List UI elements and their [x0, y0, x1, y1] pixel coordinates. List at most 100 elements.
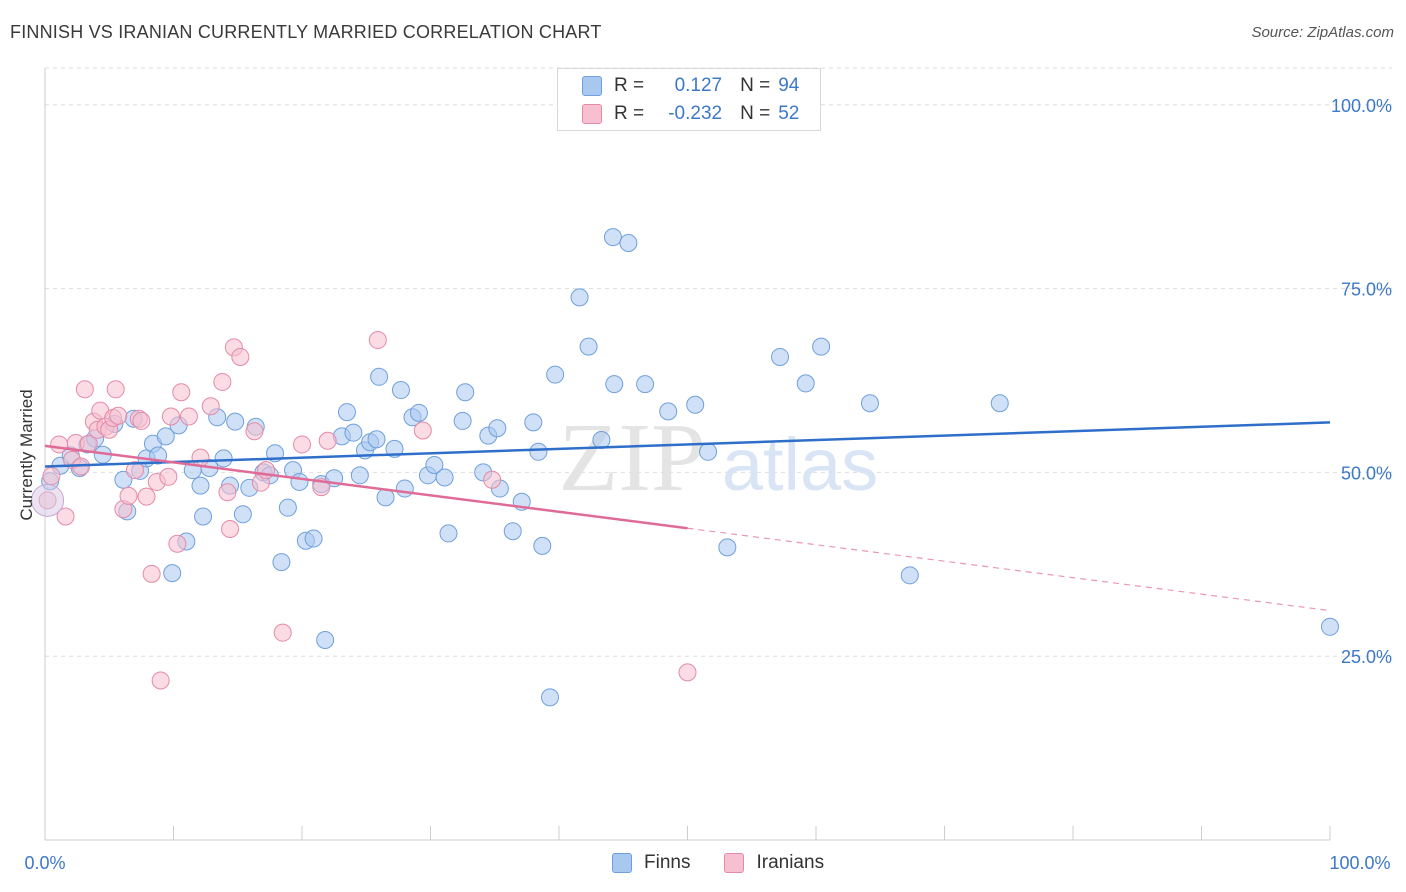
data-point [172, 383, 191, 402]
data-point [191, 448, 210, 467]
data-point [425, 456, 444, 475]
data-point [524, 413, 543, 432]
data-point [570, 288, 589, 307]
data-point [678, 663, 697, 682]
data-point [900, 566, 919, 585]
data-point [161, 407, 180, 426]
data-point [529, 442, 548, 461]
data-point [699, 442, 718, 461]
series-legend-finns: Finns [612, 852, 690, 874]
data-point [636, 375, 655, 394]
data-point [233, 505, 252, 524]
series-legend: Finns Iranians [612, 852, 858, 874]
data-point [391, 381, 410, 400]
chart-source: Source: ZipAtlas.com [1251, 24, 1394, 41]
data-point [56, 507, 75, 526]
data-point [659, 402, 678, 421]
data-point [619, 233, 638, 252]
data-point [213, 372, 232, 391]
legend-r-label: R = [614, 75, 645, 96]
data-point [75, 380, 94, 399]
data-point [686, 395, 705, 414]
legend-row-finns: R = 0.127 N = 94 [582, 74, 799, 98]
data-point [605, 375, 624, 394]
series-finns [41, 228, 1339, 707]
data-point [990, 394, 1009, 413]
y-axis-label: Currently Married [17, 389, 36, 521]
data-point [226, 412, 245, 431]
x-tick-label-min: 0.0% [24, 853, 65, 873]
series-label-iranians: Iranians [756, 852, 825, 873]
data-point [718, 538, 737, 557]
data-point [201, 397, 220, 416]
data-point [168, 534, 187, 553]
data-point [218, 483, 237, 502]
series-label-finns: Finns [644, 852, 691, 873]
data-point [163, 564, 182, 583]
trend-line-finns [44, 421, 1331, 468]
data-point [796, 374, 815, 393]
data-point [483, 470, 502, 489]
legend-swatch-iranians [582, 104, 602, 124]
data-point [316, 631, 335, 650]
axes [44, 68, 1331, 841]
series-legend-iranians: Iranians [724, 852, 824, 874]
data-point [344, 423, 363, 442]
data-point [156, 427, 175, 446]
data-point [159, 467, 178, 486]
data-points [31, 228, 1339, 707]
data-point [579, 337, 598, 356]
data-point [860, 394, 879, 413]
legend-n-value: 52 [778, 103, 800, 124]
trend-line-iranians [44, 444, 688, 530]
data-point [106, 380, 125, 399]
legend-r-value: -0.232 [668, 103, 723, 124]
x-tick-labels: 0.0% 100.0% [24, 853, 1390, 873]
data-point [1321, 617, 1339, 636]
data-point [367, 430, 386, 449]
y-tick-label: 75.0% [1341, 280, 1392, 300]
data-point [119, 486, 138, 505]
data-point [488, 419, 507, 438]
data-point [435, 468, 454, 487]
data-point [318, 431, 337, 450]
data-point [142, 564, 161, 583]
data-point [541, 688, 560, 707]
data-point [194, 507, 213, 526]
legend-swatch-finns [582, 76, 602, 96]
data-point [125, 461, 144, 480]
legend: R = 0.127 N = 94 R = -0.232 N = 52 [557, 68, 821, 131]
trend-lines [44, 421, 1331, 612]
data-point [533, 536, 552, 555]
data-point [812, 337, 831, 356]
y-tick-label: 25.0% [1341, 647, 1392, 667]
data-point [50, 435, 69, 454]
y-tick-label: 50.0% [1341, 463, 1392, 483]
data-point [439, 524, 458, 543]
data-point [293, 435, 311, 454]
data-point [132, 411, 151, 430]
data-point [221, 519, 240, 538]
data-point [245, 422, 264, 441]
legend-r-value: 0.127 [674, 75, 723, 96]
data-point [273, 623, 292, 642]
x-tick-label-max: 100.0% [1329, 853, 1390, 873]
chart-title: FINNISH VS IRANIAN CURRENTLY MARRIED COR… [10, 22, 602, 42]
data-point [214, 449, 233, 468]
data-point [503, 522, 522, 541]
data-point [191, 476, 210, 495]
data-point [290, 472, 309, 491]
data-point [137, 487, 156, 506]
data-point [603, 228, 622, 247]
y-tick-labels: 25.0% 50.0% 75.0% 100.0% [1331, 96, 1392, 667]
data-point [453, 411, 472, 430]
y-tick-label: 100.0% [1331, 96, 1392, 116]
watermark: ZIP atlas [559, 404, 879, 512]
data-point [370, 367, 389, 386]
data-point [409, 403, 428, 422]
data-point [304, 529, 323, 548]
data-point [179, 407, 198, 426]
data-point [395, 479, 414, 498]
legend-n-label: N = [740, 103, 771, 124]
